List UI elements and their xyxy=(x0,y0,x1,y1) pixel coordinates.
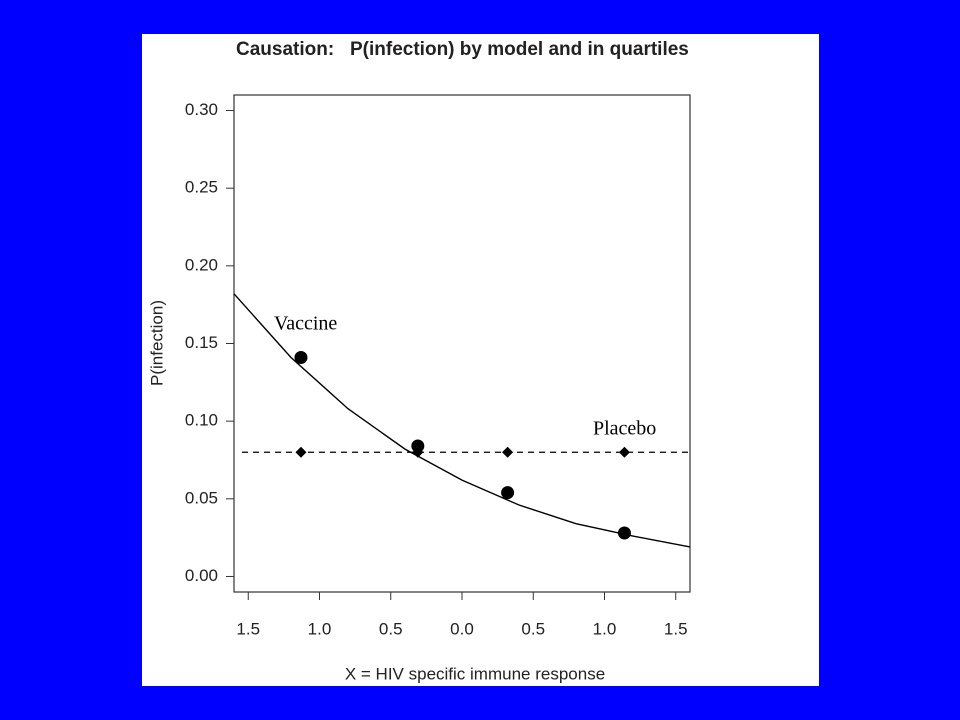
placebo-point xyxy=(618,446,630,458)
x-tick-label: 0.5 xyxy=(379,619,403,638)
x-tick-label: 0.5 xyxy=(521,619,545,638)
y-tick-label: 0.00 xyxy=(185,566,218,585)
x-tick-label: 1.5 xyxy=(236,619,260,638)
x-tick-label: 1.0 xyxy=(593,619,617,638)
y-tick-label: 0.05 xyxy=(185,488,218,507)
placebo-point xyxy=(502,446,514,458)
y-tick-label: 0.30 xyxy=(185,100,218,119)
chart-panel xyxy=(142,34,819,686)
vaccine-point xyxy=(294,350,308,364)
y-tick-label: 0.20 xyxy=(185,255,218,274)
vaccine-point xyxy=(411,439,425,453)
vaccine-point xyxy=(617,526,631,540)
x-tick-label: 1.5 xyxy=(664,619,688,638)
model-curve xyxy=(233,293,691,548)
series-annotation: Vaccine xyxy=(274,313,337,335)
chart-title: Causation: P(infection) by model and in … xyxy=(236,39,689,60)
y-tick-label: 0.25 xyxy=(185,178,218,197)
y-tick-label: 0.15 xyxy=(185,333,218,352)
y-axis-label: P(infection) xyxy=(147,300,166,386)
y-tick-label: 0.10 xyxy=(185,411,218,430)
vaccine-point xyxy=(501,486,515,500)
x-tick-label: 0.0 xyxy=(450,619,474,638)
series-annotation: Placebo xyxy=(593,418,656,440)
x-tick-label: 1.0 xyxy=(308,619,332,638)
placebo-point xyxy=(412,446,424,458)
x-axis-label: X = HIV specific immune response xyxy=(345,664,605,683)
placebo-point xyxy=(295,446,307,458)
